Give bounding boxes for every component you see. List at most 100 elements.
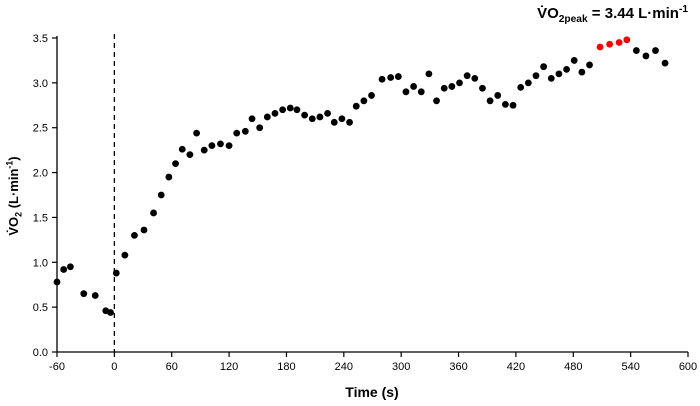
data-point: [642, 52, 650, 60]
data-point: [417, 88, 425, 96]
data-point: [479, 84, 486, 92]
data-point: [410, 83, 418, 90]
data-point: [652, 47, 659, 54]
x-tick-label: 480: [564, 361, 582, 373]
y-axis-title: V̇O2 (L·min-1): [5, 156, 24, 235]
x-tick-label: 420: [507, 361, 525, 373]
y-tick-label: 2.5: [33, 123, 48, 135]
data-point: [263, 113, 271, 121]
data-point: [456, 79, 463, 87]
data-point: [517, 83, 525, 91]
y-tick-label: 3.0: [33, 78, 48, 90]
data-point: [66, 263, 74, 271]
annotation-prefix: V̇O: [537, 5, 559, 22]
x-axis-title: Time (s): [345, 384, 399, 400]
data-point: [293, 106, 301, 114]
y-tick-label: 1.5: [33, 212, 48, 224]
data-point: [378, 75, 386, 83]
data-point: [578, 68, 586, 76]
data-point: [121, 251, 129, 259]
data-point: [324, 109, 331, 117]
data-point: [131, 231, 138, 239]
data-point: [433, 97, 440, 105]
data-point: [172, 160, 179, 168]
data-point: [91, 292, 99, 299]
data-point: [486, 97, 494, 105]
peak-data-point: [623, 36, 631, 44]
data-point: [308, 115, 316, 123]
data-point: [178, 145, 186, 153]
x-tick-label: 240: [335, 361, 353, 373]
data-point: [286, 104, 294, 112]
y-title-subscript: 2: [13, 211, 24, 217]
data-point: [532, 72, 540, 80]
annotation-superscript: -1: [678, 4, 688, 15]
data-point: [394, 73, 402, 80]
data-point: [509, 101, 517, 109]
data-point: [279, 106, 287, 114]
data-point: [501, 100, 509, 108]
data-point: [107, 309, 114, 316]
data-point: [316, 113, 324, 121]
data-point: [346, 118, 353, 126]
data-point: [330, 118, 338, 126]
y-tick-label: 2.0: [33, 168, 48, 180]
data-point: [555, 70, 563, 78]
data-point: [60, 266, 68, 273]
data-point: [448, 83, 456, 90]
y-tick-label: 0.5: [33, 302, 48, 314]
y-tick-label: 0.0: [33, 347, 48, 359]
y-tick-label: 3.5: [33, 33, 48, 45]
data-point: [200, 146, 208, 154]
data-point: [256, 124, 264, 132]
x-tick-label: 360: [449, 361, 467, 373]
data-point: [387, 74, 395, 81]
data-point: [425, 70, 433, 78]
data-point: [241, 127, 249, 135]
annotation-value: = 3.44 L·min: [587, 5, 679, 22]
data-point: [352, 102, 360, 110]
data-point: [402, 88, 410, 96]
data-point: [248, 115, 256, 123]
data-point: [524, 79, 532, 87]
annotation-subscript: 2peak: [558, 14, 588, 25]
y-title-suffix: ): [5, 156, 21, 161]
data-point: [301, 111, 309, 119]
x-tick-label: -60: [49, 361, 65, 373]
data-point: [225, 142, 233, 150]
x-tick-label: 600: [679, 361, 697, 373]
x-tick-label: 180: [277, 361, 295, 373]
x-tick-label: 120: [220, 361, 238, 373]
x-tick-label: 60: [166, 361, 178, 373]
data-point: [186, 151, 194, 159]
data-point: [368, 92, 375, 99]
data-point: [150, 209, 157, 217]
data-point: [53, 278, 61, 286]
data-point: [233, 129, 241, 137]
data-point: [563, 66, 570, 73]
data-point: [165, 173, 173, 181]
y-title-units: (L·min: [5, 168, 21, 212]
vo2peak-annotation: V̇O2peak = 3.44 L·min-1: [537, 4, 688, 25]
data-point: [661, 59, 669, 67]
data-point: [208, 142, 216, 150]
y-title-prefix: V̇O: [5, 216, 21, 236]
data-point: [193, 129, 200, 137]
peak-data-point: [606, 40, 614, 48]
data-point: [360, 97, 368, 105]
data-point: [471, 74, 479, 82]
data-point: [217, 140, 224, 148]
data-point: [80, 290, 88, 298]
data-point: [586, 61, 593, 69]
data-point: [632, 47, 640, 54]
data-point: [547, 74, 555, 82]
data-point: [440, 84, 448, 92]
y-tick-label: 1.0: [33, 257, 48, 269]
data-point: [157, 191, 165, 199]
data-point: [140, 226, 148, 234]
x-tick-label: 540: [621, 361, 639, 373]
data-point: [112, 269, 120, 277]
data-point: [494, 92, 502, 99]
